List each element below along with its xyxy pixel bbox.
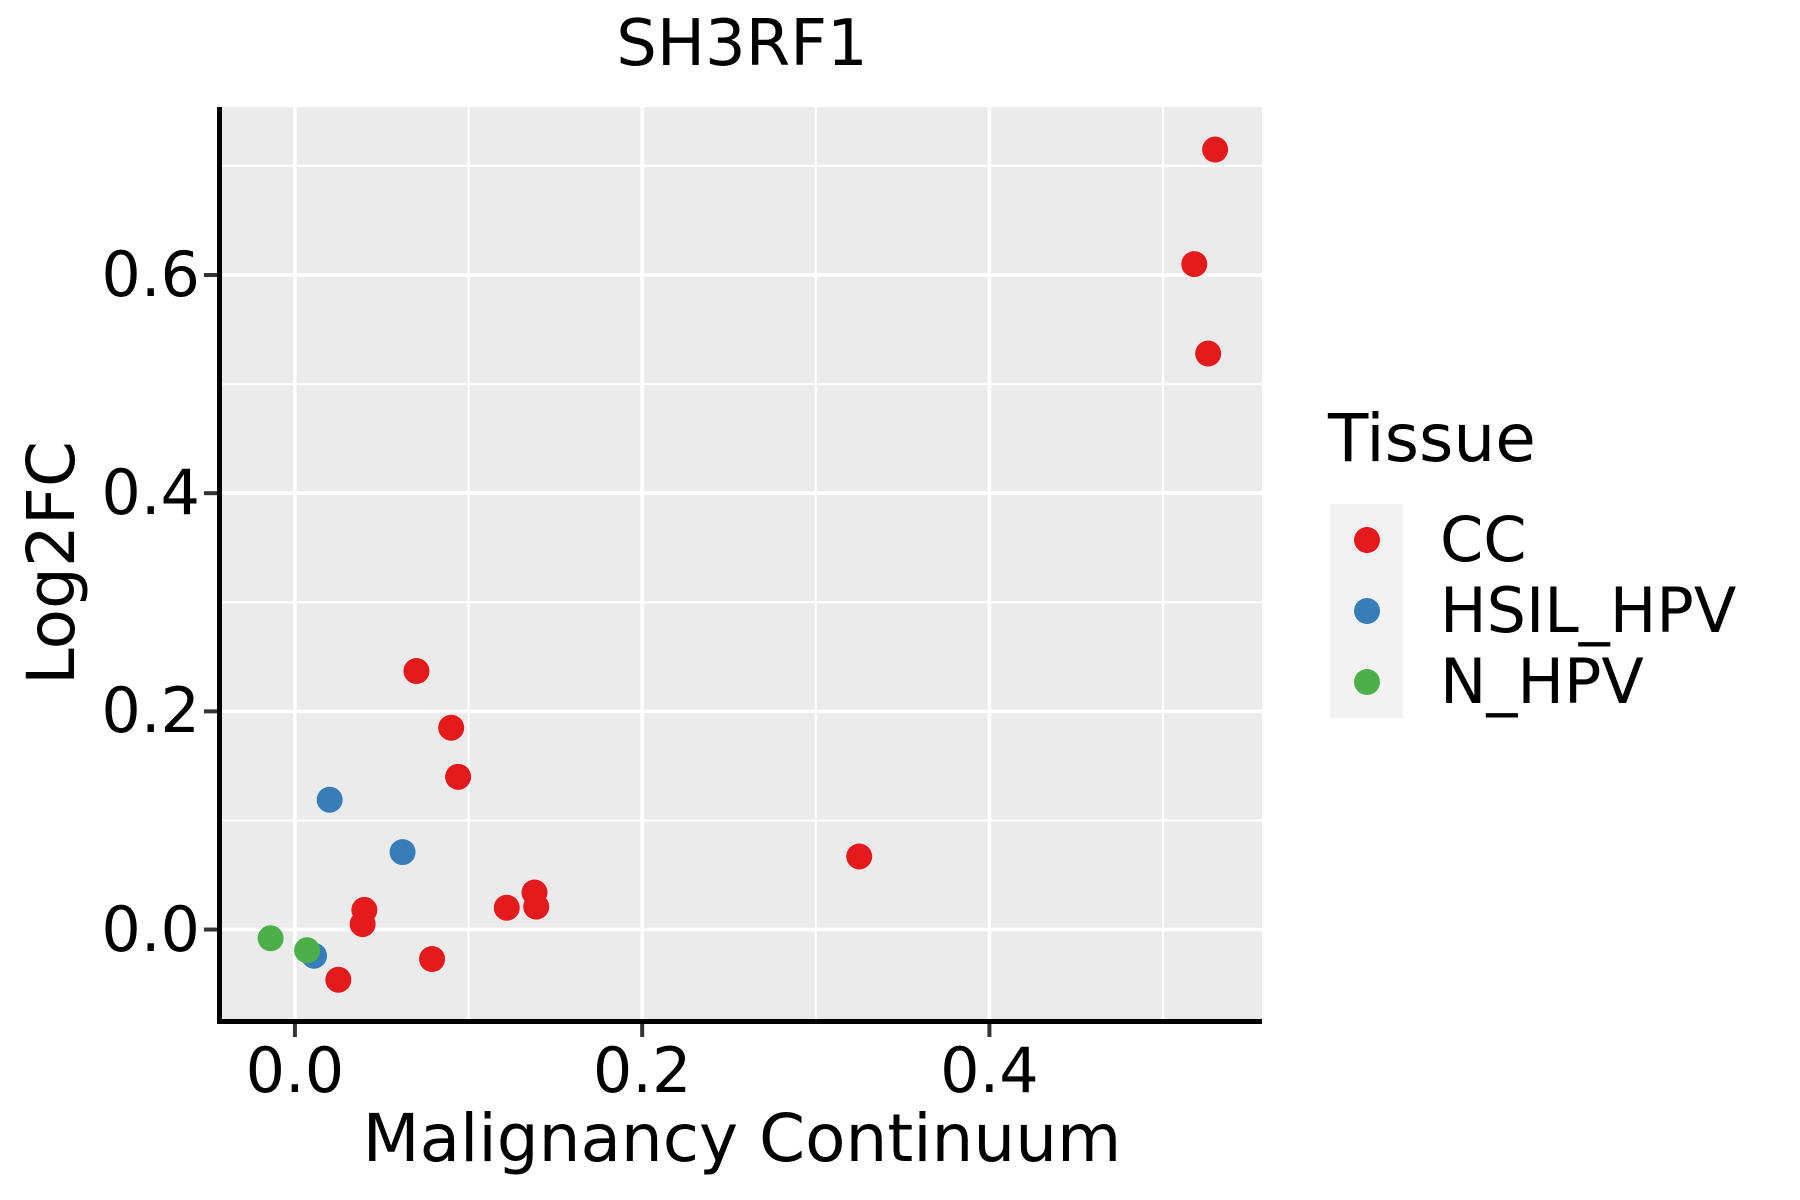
x-tick-label: 0.0: [245, 1034, 345, 1107]
point-cc: [438, 714, 465, 741]
legend-row-hsil-hpv: HSIL_HPV: [1330, 573, 1737, 647]
x-tick-label: 0.4: [940, 1034, 1039, 1107]
point-n_hpv: [257, 925, 284, 952]
y-tick-label: 0.4: [101, 456, 200, 530]
point-cc: [325, 966, 352, 993]
point-cc: [419, 946, 446, 972]
point-cc: [1195, 340, 1222, 367]
hsil-hpv-dot-icon: [1353, 597, 1380, 624]
point-cc: [445, 763, 472, 790]
point-cc: [1202, 136, 1229, 163]
y-tick-label: 0.2: [101, 674, 200, 748]
point-cc: [1181, 251, 1208, 278]
legend-entries: CC HSIL_HPV N_HPV: [1330, 504, 1736, 718]
cc-dot-icon: [1353, 526, 1380, 553]
panel-background: [222, 107, 1262, 1019]
legend-label-hsil-hpv: HSIL_HPV: [1440, 573, 1737, 647]
plot-title: SH3RF1: [616, 7, 868, 81]
legend-key-cc: [1330, 504, 1403, 576]
point-cc: [351, 896, 378, 923]
x-axis-title: Malignancy Continuum: [362, 1100, 1122, 1177]
legend-key-n-hpv: [1330, 646, 1403, 718]
n-hpv-dot-icon: [1353, 669, 1380, 696]
point-hsil_hpv: [316, 786, 343, 813]
point-n_hpv: [294, 937, 321, 964]
legend-label-n-hpv: N_HPV: [1440, 645, 1644, 719]
y-tick-label: 0.6: [101, 238, 200, 311]
point-cc: [846, 843, 873, 870]
point-cc: [493, 894, 520, 921]
legend-key-hsil-hpv: [1330, 575, 1403, 647]
legend-row-n-hpv: N_HPV: [1330, 645, 1736, 719]
legend-label-cc: CC: [1440, 502, 1527, 576]
legend-row-cc: CC: [1330, 502, 1736, 576]
point-hsil_hpv: [389, 839, 416, 866]
y-tick-label: 0.0: [101, 892, 200, 966]
point-cc: [403, 658, 430, 684]
point-cc: [521, 879, 548, 906]
x-tick-label: 0.2: [592, 1034, 692, 1107]
legend-title: Tissue: [1328, 400, 1536, 477]
